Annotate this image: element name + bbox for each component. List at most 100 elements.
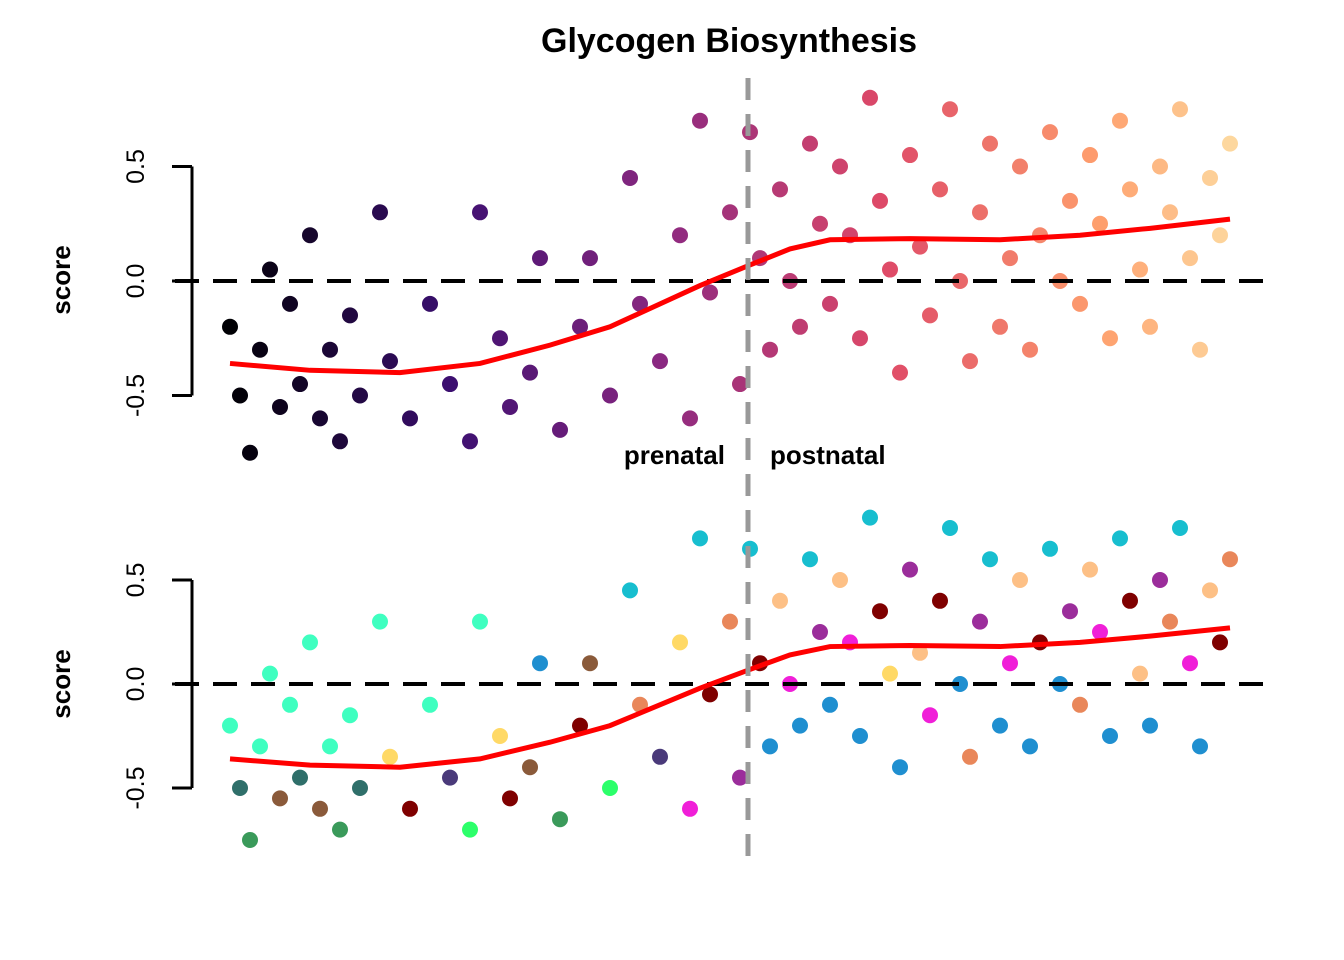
- data-point: [1092, 215, 1108, 232]
- data-point: [922, 707, 938, 724]
- data-point: [352, 780, 368, 796]
- data-point: [1092, 624, 1108, 640]
- data-point: [902, 147, 918, 164]
- data-point: [242, 444, 258, 461]
- data-point: [342, 307, 358, 324]
- data-point: [1162, 204, 1178, 221]
- data-point: [602, 387, 618, 404]
- data-point: [332, 821, 348, 838]
- data-point: [982, 551, 998, 568]
- data-point: [492, 330, 508, 347]
- data-point: [962, 353, 978, 370]
- data-point: [292, 376, 308, 393]
- data-point: [682, 410, 698, 427]
- data-point: [852, 728, 868, 744]
- data-point: [572, 318, 588, 335]
- data-point: [682, 800, 698, 817]
- data-point: [552, 421, 568, 438]
- data-point: [1212, 634, 1228, 651]
- data-point: [692, 112, 708, 129]
- data-point: [502, 398, 518, 415]
- data-point: [1222, 551, 1238, 568]
- data-point: [952, 273, 968, 289]
- data-point: [342, 707, 358, 724]
- data-point: [382, 353, 398, 370]
- data-point: [1122, 181, 1138, 198]
- data-point: [1082, 147, 1098, 164]
- data-point: [1182, 655, 1198, 672]
- data-point: [1042, 540, 1058, 557]
- data-point: [1082, 561, 1098, 578]
- bottom-panel: score -0.5 0.0 0.5: [46, 509, 1270, 848]
- data-point: [272, 790, 288, 807]
- data-point: [872, 603, 888, 620]
- data-point: [772, 181, 788, 198]
- data-point: [1142, 717, 1158, 734]
- data-point: [802, 551, 818, 568]
- data-point: [492, 728, 508, 744]
- data-point: [942, 101, 958, 118]
- data-point: [882, 261, 898, 278]
- data-point: [672, 634, 688, 651]
- data-point: [882, 665, 898, 682]
- data-point: [992, 717, 1008, 734]
- data-point: [252, 738, 268, 755]
- data-point: [302, 634, 318, 651]
- data-point: [732, 376, 748, 393]
- data-point: [1192, 738, 1208, 755]
- y-axis-label: score: [46, 245, 76, 314]
- data-point: [1072, 696, 1088, 713]
- data-point: [702, 686, 718, 703]
- data-point: [462, 433, 478, 450]
- data-point: [312, 800, 328, 817]
- data-point: [802, 135, 818, 152]
- y-axis-label: score: [46, 649, 76, 718]
- data-point: [472, 613, 488, 630]
- data-point: [1132, 665, 1148, 682]
- data-point: [622, 582, 638, 599]
- data-point: [322, 738, 338, 755]
- data-point: [1152, 572, 1168, 588]
- data-point: [652, 353, 668, 370]
- data-point: [822, 696, 838, 713]
- postnatal-label: postnatal: [770, 440, 886, 470]
- data-point: [722, 204, 738, 221]
- y-tick-label: -0.5: [122, 374, 150, 417]
- data-point: [1202, 169, 1218, 186]
- data-point: [762, 341, 778, 358]
- data-point: [402, 410, 418, 427]
- data-point: [372, 204, 388, 221]
- data-point: [522, 759, 538, 776]
- trend-line: [229, 216, 1231, 376]
- data-point: [1022, 738, 1038, 755]
- data-point: [812, 215, 828, 232]
- data-point: [532, 655, 548, 672]
- data-point: [732, 769, 748, 786]
- data-point: [462, 821, 478, 838]
- data-point: [792, 717, 808, 734]
- data-point: [862, 89, 878, 106]
- data-point: [1122, 592, 1138, 609]
- data-point: [292, 769, 308, 786]
- data-point: [222, 717, 238, 734]
- data-point: [632, 295, 648, 312]
- data-point: [932, 592, 948, 609]
- data-point: [422, 696, 438, 713]
- y-tick-label: 0.0: [122, 264, 150, 299]
- data-point: [402, 800, 418, 817]
- data-point: [332, 433, 348, 450]
- data-point: [322, 341, 338, 358]
- data-point: [972, 204, 988, 221]
- data-point: [1042, 124, 1058, 141]
- data-point: [1142, 318, 1158, 335]
- data-point: [282, 295, 298, 312]
- data-point: [262, 261, 278, 278]
- data-point: [762, 738, 778, 755]
- data-point: [312, 410, 328, 427]
- data-point: [262, 665, 278, 682]
- data-point: [282, 696, 298, 713]
- data-point: [722, 613, 738, 630]
- data-point: [1152, 158, 1168, 175]
- y-tick-label: 0.5: [122, 563, 150, 598]
